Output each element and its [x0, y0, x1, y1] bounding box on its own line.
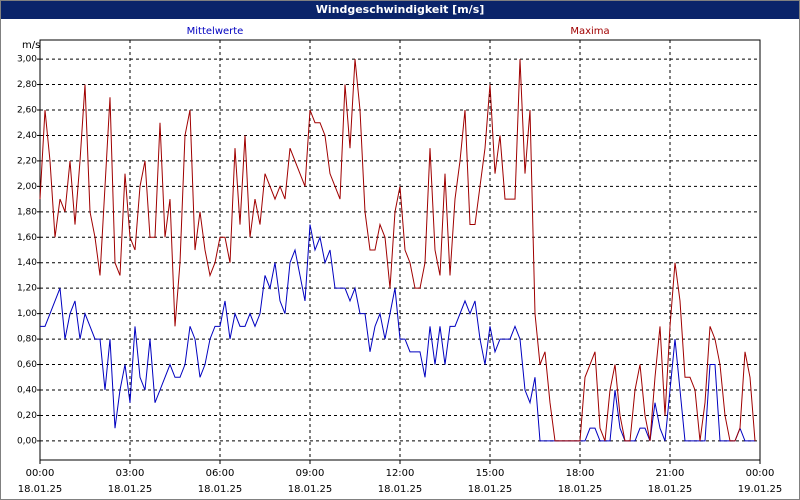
- y-tick-label: 2,80: [17, 80, 37, 90]
- y-tick-label: 0,40: [17, 386, 37, 396]
- y-tick-label: 0,60: [17, 360, 37, 370]
- x-tick-label: 18:00: [566, 468, 595, 479]
- y-tick-label: 0,20: [17, 411, 37, 421]
- x-tick-label: 00:00: [26, 468, 55, 479]
- x-tick-date: 18.01.25: [288, 484, 333, 495]
- y-tick-label: 2,00: [17, 182, 37, 192]
- x-tick-date: 18.01.25: [558, 484, 603, 495]
- x-tick-label: 00:00: [746, 468, 775, 479]
- x-tick-label: 06:00: [206, 468, 235, 479]
- x-tick-label: 09:00: [296, 468, 325, 479]
- x-tick-date: 18.01.25: [18, 484, 63, 495]
- y-tick-label: 1,80: [17, 207, 37, 217]
- legend-label: Mittelwerte: [187, 26, 244, 37]
- x-tick-label: 21:00: [656, 468, 685, 479]
- x-tick-date: 18.01.25: [198, 484, 243, 495]
- x-tick-label: 03:00: [116, 468, 145, 479]
- x-tick-date: 18.01.25: [648, 484, 693, 495]
- window-title: Windgeschwindigkeit [m/s]: [1, 1, 799, 19]
- y-tick-label: 2,20: [17, 156, 37, 166]
- legend-label: Maxima: [570, 26, 609, 37]
- y-tick-label: 1,20: [17, 284, 37, 294]
- y-tick-label: 0,80: [17, 335, 37, 345]
- y-tick-label: 0,00: [17, 436, 37, 446]
- y-tick-label: 2,40: [17, 131, 37, 141]
- series-line: [40, 224, 755, 442]
- series-line: [39, 59, 756, 442]
- x-tick-date: 18.01.25: [378, 484, 423, 495]
- x-tick-date: 19.01.25: [738, 484, 783, 495]
- x-tick-date: 18.01.25: [468, 484, 513, 495]
- x-tick-date: 18.01.25: [108, 484, 153, 495]
- y-tick-label: 3,00: [17, 55, 37, 65]
- x-tick-label: 12:00: [386, 468, 415, 479]
- y-tick-label: 2,60: [17, 106, 37, 116]
- x-tick-label: 15:00: [476, 468, 505, 479]
- y-tick-label: 1,40: [17, 258, 37, 268]
- y-tick-label: 1,60: [17, 233, 37, 243]
- y-axis-label: m/s: [22, 40, 40, 51]
- y-tick-label: 1,00: [17, 309, 37, 319]
- chart: m/s 0,00 0,20 0,40 0,60 0,80 1,00 1,20 1,40 1,60…: [17, 26, 783, 495]
